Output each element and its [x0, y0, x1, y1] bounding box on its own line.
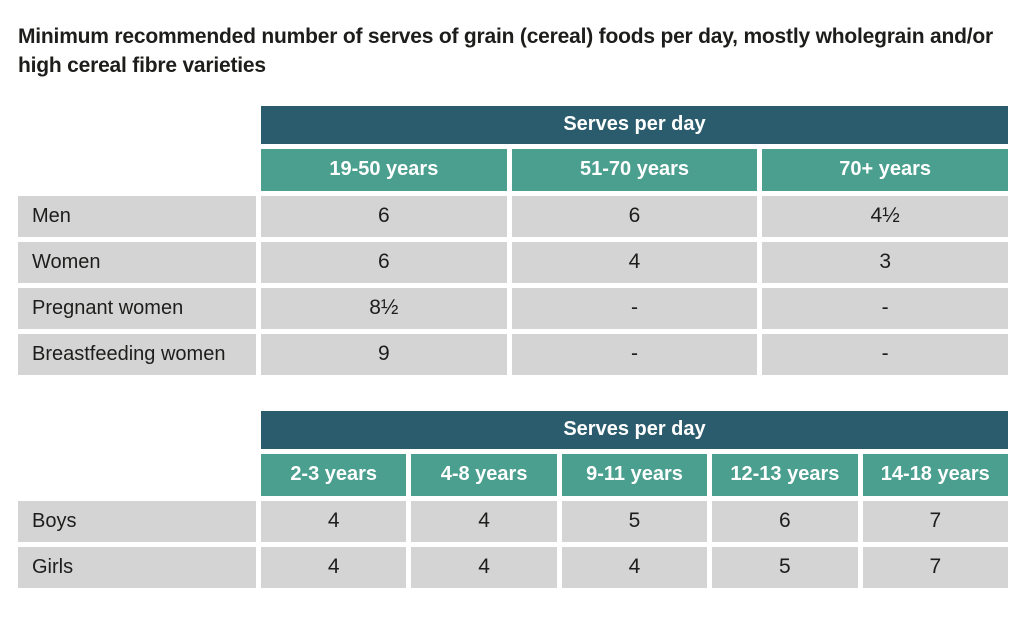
span-header: Serves per day	[261, 410, 1008, 449]
value-cell: 9	[261, 333, 507, 375]
blank-corner	[18, 411, 256, 449]
value-cell: 5	[561, 500, 708, 542]
value-cell: 4	[261, 546, 407, 588]
value-cell: 5	[712, 546, 858, 588]
blank-corner	[18, 454, 256, 496]
value-cell: 4	[261, 500, 407, 542]
value-cell: 6	[261, 241, 507, 283]
value-cell: 4	[411, 500, 557, 542]
value-cell: 4	[411, 546, 557, 588]
col-header: 19-50 years	[261, 148, 507, 191]
value-cell: 6	[261, 195, 507, 237]
col-header: 14-18 years	[862, 453, 1008, 496]
value-cell: 7	[862, 500, 1008, 542]
table-row: Women 6 4 3	[18, 241, 1008, 283]
tables-container: Serves per day 19-50 years 51-70 years 70+ …	[18, 101, 1010, 593]
value-cell: -	[762, 333, 1008, 375]
value-cell: -	[762, 287, 1008, 329]
col-header: 51-70 years	[511, 148, 758, 191]
value-cell: 4½	[762, 195, 1008, 237]
value-cell: 7	[862, 546, 1008, 588]
row-label: Girls	[18, 546, 256, 588]
col-header: 9-11 years	[561, 453, 708, 496]
row-label: Boys	[18, 500, 256, 542]
row-label: Men	[18, 195, 256, 237]
value-cell: 3	[762, 241, 1008, 283]
table-row: Breastfeeding women 9- -	[18, 333, 1008, 375]
col-header: 2-3 years	[261, 453, 407, 496]
serves-table-2: Serves per day 2-3 years 4-8 years 9-11 yea…	[13, 406, 1013, 593]
serves-table-1: Serves per day 19-50 years 51-70 years 70+ …	[13, 101, 1013, 380]
col-header: 4-8 years	[411, 453, 557, 496]
span-header: Serves per day	[261, 105, 1008, 144]
value-cell: -	[511, 333, 758, 375]
row-label: Pregnant women	[18, 287, 256, 329]
column-header-row: 19-50 years 51-70 years 70+ years	[18, 148, 1008, 191]
col-header: 12-13 years	[712, 453, 858, 496]
span-header-row: Serves per day	[18, 410, 1008, 449]
table-row: Men 6 6 4½	[18, 195, 1008, 237]
value-cell: 8½	[261, 287, 507, 329]
col-header: 70+ years	[762, 148, 1008, 191]
blank-corner	[18, 106, 256, 144]
row-label: Women	[18, 241, 256, 283]
value-cell: 4	[511, 241, 758, 283]
column-header-row: 2-3 years 4-8 years 9-11 years 12-13 years 1…	[18, 453, 1008, 496]
page-title: Minimum recommended number of serves of …	[18, 25, 994, 78]
value-cell: 4	[561, 546, 708, 588]
table-row: Boys 4 4 5 6 7	[18, 500, 1008, 542]
table-row: Pregnant women 8½ - -	[18, 287, 1008, 329]
blank-corner	[18, 149, 256, 191]
value-cell: 6	[511, 195, 758, 237]
row-label: Breastfeeding women	[18, 333, 256, 375]
span-header-row: Serves per day	[18, 105, 1008, 144]
value-cell: -	[511, 287, 758, 329]
table-row: Girls 4 4 4 5 7	[18, 546, 1008, 588]
value-cell: 6	[712, 500, 858, 542]
